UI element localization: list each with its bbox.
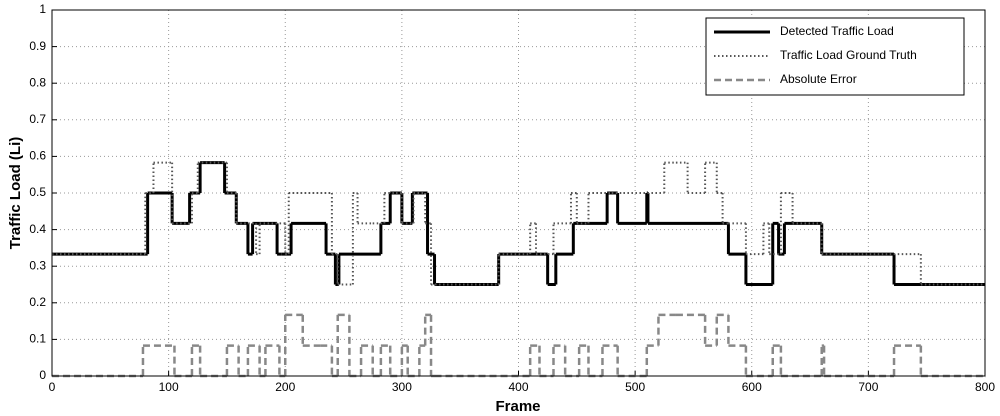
x-tick-label: 0	[49, 380, 56, 394]
x-tick-label: 700	[858, 380, 878, 394]
x-tick-label: 500	[625, 380, 645, 394]
y-tick-label: 0.4	[29, 222, 46, 236]
x-tick-label: 600	[742, 380, 762, 394]
y-tick-label: 0.1	[29, 332, 46, 346]
x-tick-label: 200	[275, 380, 295, 394]
plot-frame	[51, 9, 986, 377]
y-tick-label: 0.5	[29, 185, 46, 199]
x-tick-label: 100	[159, 380, 179, 394]
y-tick-label: 0	[39, 368, 46, 382]
legend-label: Detected Traffic Load	[780, 24, 894, 38]
x-tick-label: 300	[392, 380, 412, 394]
series-line	[52, 161, 985, 286]
y-tick-label: 0.9	[29, 39, 46, 53]
x-tick-label: 400	[508, 380, 528, 394]
legend-label: Traffic Load Ground Truth	[780, 48, 917, 62]
y-tick-label: 0.7	[29, 112, 46, 126]
y-tick-label: 0.6	[29, 149, 46, 163]
y-axis-label: Traffic Load (Li)	[7, 137, 24, 250]
x-axis-label: Frame	[495, 398, 540, 415]
y-tick-label: 0.2	[29, 295, 46, 309]
x-tick-label: 800	[975, 380, 995, 394]
y-tick-label: 0.3	[29, 258, 46, 272]
y-tick-label: 1	[39, 2, 46, 16]
y-tick-label: 0.8	[29, 75, 46, 89]
legend-label: Absolute Error	[780, 72, 857, 86]
